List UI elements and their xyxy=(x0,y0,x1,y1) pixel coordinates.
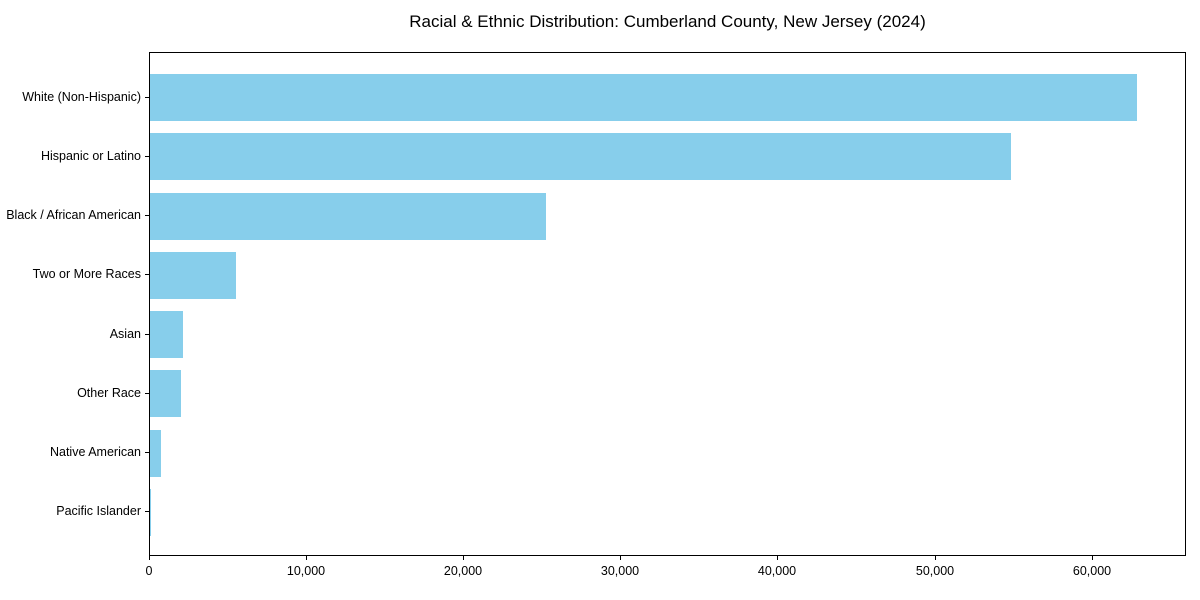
y-tick-mark xyxy=(145,274,149,275)
x-tick-mark xyxy=(463,556,464,560)
bar-other-race xyxy=(150,370,182,418)
y-tick-mark xyxy=(145,156,149,157)
bar-pacific-islander xyxy=(150,488,151,536)
x-tick-mark xyxy=(306,556,307,560)
plot-area xyxy=(149,52,1186,556)
y-tick-mark xyxy=(145,334,149,335)
x-tick-mark xyxy=(149,556,150,560)
x-tick-mark xyxy=(935,556,936,560)
y-tick-label-white-non-hispanic: White (Non-Hispanic) xyxy=(22,90,141,104)
bar-white-non-hispanic xyxy=(150,74,1137,122)
bar-native-american xyxy=(150,429,161,477)
bar-hispanic-or-latino xyxy=(150,133,1012,181)
y-tick-mark xyxy=(145,393,149,394)
y-tick-label-hispanic-or-latino: Hispanic or Latino xyxy=(40,149,141,163)
bar-black-african-american xyxy=(150,192,546,240)
y-tick-mark xyxy=(145,97,149,98)
y-tick-mark xyxy=(145,511,149,512)
y-tick-label-native-american: Native American xyxy=(49,445,141,459)
y-tick-mark xyxy=(145,215,149,216)
bar-asian xyxy=(150,311,183,359)
x-tick-mark xyxy=(620,556,621,560)
x-tick-mark xyxy=(1092,556,1093,560)
x-tick-label-30000: 30,000 xyxy=(600,564,640,578)
x-tick-label-10000: 10,000 xyxy=(286,564,326,578)
bar-two-or-more-races xyxy=(150,251,237,299)
x-tick-label-0: 0 xyxy=(145,564,153,578)
y-tick-mark xyxy=(145,452,149,453)
y-tick-label-two-or-more-races: Two or More Races xyxy=(32,267,141,281)
y-tick-label-asian: Asian xyxy=(109,327,141,341)
x-tick-label-50000: 50,000 xyxy=(915,564,955,578)
y-tick-label-pacific-islander: Pacific Islander xyxy=(56,504,141,518)
x-tick-label-60000: 60,000 xyxy=(1072,564,1112,578)
chart-title: Racial & Ethnic Distribution: Cumberland… xyxy=(409,12,926,31)
y-tick-label-other-race: Other Race xyxy=(77,386,141,400)
x-tick-mark xyxy=(777,556,778,560)
x-tick-label-40000: 40,000 xyxy=(757,564,797,578)
x-tick-label-20000: 20,000 xyxy=(443,564,483,578)
y-tick-label-black-african-american: Black / African American xyxy=(6,208,141,222)
